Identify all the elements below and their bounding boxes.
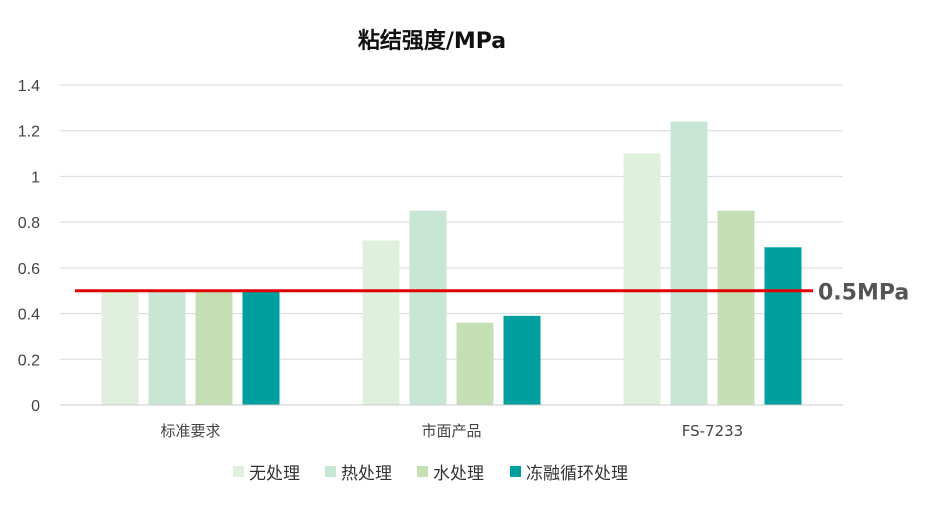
bar <box>503 315 541 405</box>
bar <box>717 210 755 405</box>
gridlines <box>60 84 843 360</box>
bar <box>456 322 494 405</box>
x-category-label: 标准要求 <box>160 422 220 440</box>
bar <box>764 247 802 405</box>
threshold-label: 0.5MPa <box>818 281 909 306</box>
chart-title: 粘结强度/MPa <box>358 28 506 54</box>
legend-label: 热处理 <box>341 464 392 484</box>
y-tick-label: 0.4 <box>18 307 40 324</box>
y-tick-label: 1 <box>31 169 40 186</box>
y-tick-label: 1.4 <box>18 78 40 95</box>
x-category-label: 市面产品 <box>421 422 481 440</box>
y-tick-label: 0.2 <box>18 352 40 369</box>
legend-swatch <box>510 466 521 477</box>
y-tick-label: 0.6 <box>18 261 40 278</box>
legend-label: 无处理 <box>249 464 300 484</box>
bar <box>148 290 186 405</box>
legend-swatch <box>233 466 244 477</box>
bars <box>101 121 802 406</box>
x-category-label: FS-7233 <box>682 422 743 440</box>
legend-swatch <box>325 466 336 477</box>
bar <box>242 290 280 405</box>
legend: 无处理 热处理 水处理 冻融循环处理 <box>233 464 628 484</box>
bar <box>362 240 400 405</box>
bar <box>101 290 139 405</box>
y-tick-label: 0 <box>31 398 40 415</box>
y-tick-label: 1.2 <box>18 124 40 141</box>
y-tick-label: 0.8 <box>18 215 40 232</box>
threshold: 0.5MPa <box>75 281 909 306</box>
x-axis-categories: 标准要求 市面产品 FS-7233 <box>160 422 743 440</box>
bar <box>409 210 447 405</box>
bar <box>670 121 708 406</box>
bar <box>623 153 661 405</box>
legend-swatch <box>417 466 428 477</box>
y-axis-ticks: 0 0.2 0.4 0.6 0.8 1 1.2 1.4 <box>18 78 40 415</box>
legend-label: 水处理 <box>433 464 484 484</box>
legend-label: 冻融循环处理 <box>526 464 628 484</box>
bar <box>195 290 233 405</box>
